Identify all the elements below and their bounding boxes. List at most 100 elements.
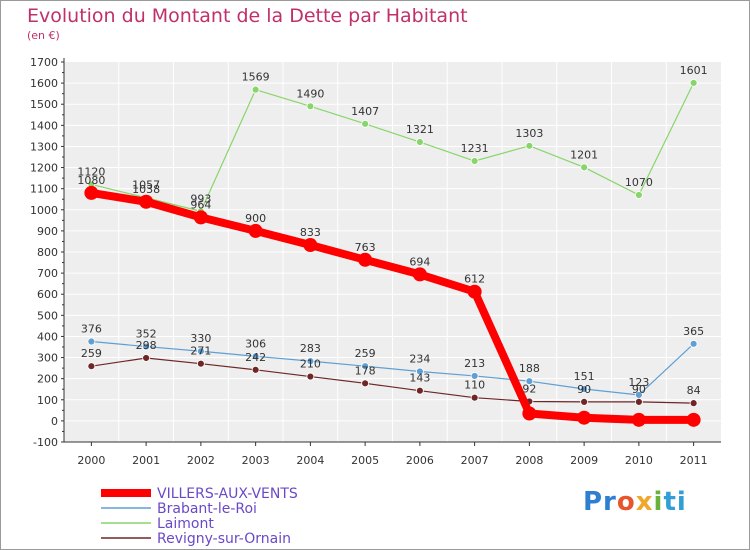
x-tick-label: 2005 [351, 454, 379, 467]
data-point [415, 367, 424, 376]
data-label: 833 [300, 226, 321, 239]
data-label: 283 [300, 342, 321, 355]
data-label: 376 [81, 323, 102, 336]
y-tick-label: 800 [37, 246, 58, 259]
data-label: 1407 [351, 105, 379, 118]
data-point [689, 339, 698, 348]
y-tick-label: 500 [37, 309, 58, 322]
data-label: 298 [136, 339, 157, 352]
data-point [306, 372, 315, 381]
data-label: 1038 [132, 183, 160, 196]
data-label: 90 [632, 383, 646, 396]
data-point [580, 397, 589, 406]
y-tick-label: 1500 [30, 98, 58, 111]
data-point [196, 347, 205, 356]
y-tick-label: 1300 [30, 140, 58, 153]
data-label: 365 [683, 325, 704, 338]
data-point [412, 267, 427, 282]
y-tick-label: 1100 [30, 183, 58, 196]
data-point [415, 138, 424, 146]
legend-label: Laimont [157, 516, 214, 532]
data-point [196, 359, 205, 368]
data-label: 1321 [406, 123, 434, 136]
data-point [306, 102, 315, 111]
series-line [91, 340, 695, 396]
y-tick-label: 1200 [30, 162, 58, 175]
x-tick-label: 2004 [296, 454, 324, 467]
data-point [522, 406, 537, 421]
data-label: 271 [190, 345, 211, 358]
data-point [248, 223, 263, 238]
data-point [193, 210, 208, 225]
data-label: 188 [519, 362, 540, 375]
data-label: 993 [190, 192, 211, 205]
y-tick-label: 100 [37, 394, 58, 407]
data-point [358, 252, 373, 267]
data-point [525, 141, 534, 150]
y-tick-label: 400 [37, 330, 58, 343]
data-label: 612 [464, 273, 485, 286]
logo-part: Pr [583, 487, 617, 517]
data-point [470, 372, 479, 380]
x-tick-label: 2001 [132, 454, 160, 467]
data-point [580, 163, 589, 172]
data-point [634, 191, 643, 199]
data-label: 964 [190, 198, 211, 211]
data-label: 900 [245, 212, 266, 225]
data-label: 1080 [77, 174, 105, 187]
data-label: 694 [409, 255, 430, 268]
data-label: 213 [464, 357, 485, 370]
x-tick-label: 2002 [187, 454, 215, 467]
y-tick-label: 200 [37, 373, 58, 386]
data-label: 210 [300, 358, 321, 371]
data-point [87, 362, 96, 371]
x-tick-label: 2010 [625, 454, 653, 467]
data-label: 352 [136, 328, 157, 341]
y-tick-label: 1400 [30, 119, 58, 132]
data-point [361, 362, 370, 371]
y-tick-label: 1700 [30, 56, 58, 69]
series-line [90, 188, 694, 424]
chart-subtitle: (en €) [27, 29, 60, 42]
data-label: 306 [245, 337, 266, 350]
y-tick-label: 1000 [30, 204, 58, 217]
data-point [686, 412, 701, 427]
series-line [91, 82, 695, 212]
data-point [470, 157, 479, 165]
y-tick-label: -100 [33, 436, 58, 449]
data-label: 1057 [132, 179, 160, 192]
data-label: 1231 [461, 142, 489, 155]
data-label: 259 [355, 347, 376, 360]
data-label: 763 [355, 241, 376, 254]
data-label: 1601 [680, 64, 708, 77]
data-label: 92 [522, 382, 536, 395]
data-point [361, 379, 370, 388]
data-label: 1569 [242, 71, 270, 84]
logo-part: i [653, 487, 664, 517]
data-point [631, 412, 646, 427]
data-label: 1490 [296, 87, 324, 100]
y-tick-label: 1600 [30, 77, 58, 90]
x-tick-label: 2008 [515, 454, 543, 467]
x-tick-label: 2007 [461, 454, 489, 467]
data-label: 110 [464, 379, 485, 392]
data-point [251, 85, 260, 94]
data-point [306, 357, 315, 366]
proxiti-logo: Proxiti [583, 487, 687, 517]
data-label: 84 [687, 384, 701, 397]
y-tick-label: 300 [37, 352, 58, 365]
logo-part: ti [663, 487, 687, 517]
data-label: 143 [409, 372, 430, 385]
legend-label: Brabant-le-Roi [157, 501, 257, 517]
data-label: 90 [577, 383, 591, 396]
data-label: 1201 [570, 148, 598, 161]
data-point [689, 79, 698, 87]
y-tick-label: 700 [37, 267, 58, 280]
data-label: 123 [628, 376, 649, 389]
data-point [577, 410, 592, 425]
data-point [303, 238, 318, 253]
x-tick-label: 2003 [242, 454, 270, 467]
chart-title: Evolution du Montant de la Dette par Hab… [27, 5, 468, 27]
x-tick-label: 2011 [680, 454, 708, 467]
